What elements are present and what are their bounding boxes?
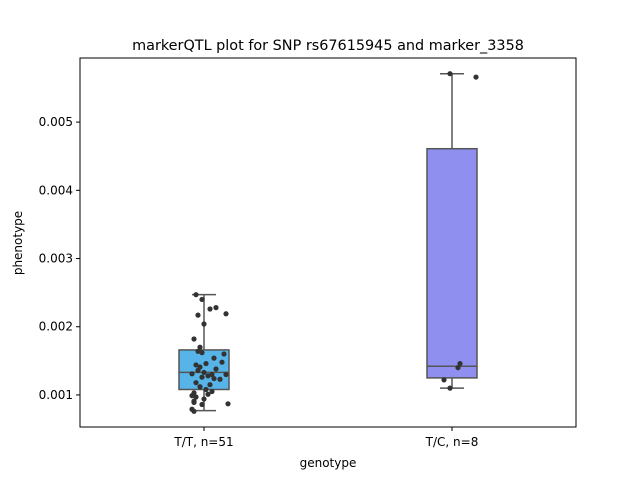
data-point [221, 351, 227, 357]
data-point [191, 408, 197, 414]
data-point [205, 391, 211, 397]
boxes [178, 72, 478, 412]
data-point [207, 382, 213, 388]
data-point [213, 366, 219, 372]
data-point [205, 373, 211, 379]
data-point [193, 292, 199, 298]
data-point [197, 384, 203, 390]
data-point [223, 311, 229, 317]
data-point [199, 401, 205, 408]
data-point [189, 393, 195, 399]
y-tick-label: 0.004 [39, 183, 73, 197]
box [178, 349, 230, 391]
data-point [455, 365, 461, 371]
data-point [447, 385, 453, 391]
data-point [447, 71, 453, 77]
data-point [199, 296, 205, 303]
data-point [191, 399, 197, 406]
data-point [195, 348, 201, 354]
data-point [199, 350, 205, 356]
data-point [441, 377, 447, 383]
data-point [195, 367, 201, 373]
data-point [473, 74, 479, 80]
data-point [209, 371, 215, 378]
data-point [211, 375, 217, 382]
x-tick-label: T/T, n=51 [173, 435, 233, 449]
points [189, 71, 479, 414]
data-point [209, 388, 215, 395]
x-axis: T/T, n=51 T/C, n=8 [173, 427, 478, 449]
data-point [191, 336, 197, 342]
y-axis: 0.001 0.002 0.003 0.004 0.005 [39, 115, 80, 402]
data-point [213, 305, 219, 311]
data-point [223, 371, 229, 378]
data-point [193, 394, 199, 400]
data-point [203, 360, 209, 367]
data-point [201, 369, 207, 376]
data-point [203, 386, 209, 393]
box [426, 147, 478, 379]
x-tick-label: T/C, n=8 [425, 435, 479, 449]
chart-title: markerQTL plot for SNP rs67615945 and ma… [132, 38, 524, 54]
y-tick-label: 0.002 [39, 320, 73, 334]
data-point [195, 312, 201, 318]
data-point [217, 376, 223, 382]
y-tick-label: 0.001 [39, 388, 73, 402]
data-point [201, 321, 207, 327]
data-point [193, 362, 199, 368]
y-tick-label: 0.005 [39, 115, 73, 129]
data-point [211, 355, 217, 361]
data-point [207, 306, 213, 312]
y-tick-label: 0.003 [39, 252, 73, 266]
data-point [219, 359, 225, 365]
data-point [457, 360, 463, 367]
data-point [225, 401, 231, 407]
y-axis-label: phenotype [11, 211, 25, 275]
data-point [199, 374, 205, 380]
data-point [189, 371, 195, 377]
plot-frame [79, 57, 577, 428]
data-point [193, 380, 199, 386]
data-point [201, 396, 207, 402]
data-point [197, 344, 203, 350]
x-axis-label: genotype [300, 456, 357, 470]
